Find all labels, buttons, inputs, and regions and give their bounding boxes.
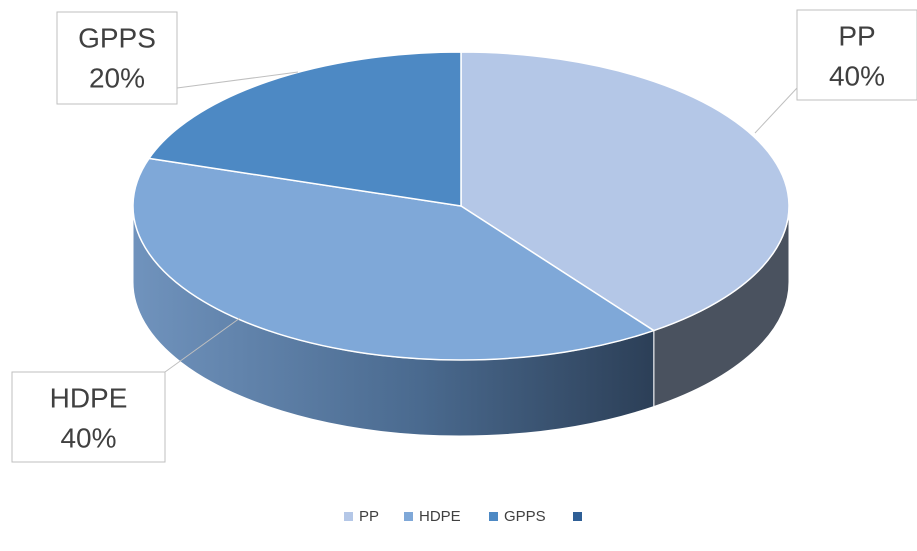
legend-swatch (489, 512, 498, 521)
label-value: 20% (89, 62, 145, 93)
legend-swatch (404, 512, 413, 521)
leader-line (164, 317, 241, 373)
leader-line (754, 87, 798, 134)
leader-line (176, 71, 299, 89)
legend-swatch (344, 512, 353, 521)
pie-tops (132, 51, 790, 361)
label-value: 40% (829, 60, 885, 91)
label-category: GPPS (78, 22, 156, 53)
label-box (11, 371, 166, 463)
legend-swatch (573, 512, 582, 521)
legend-label: HDPE (419, 508, 461, 525)
label-category: HDPE (50, 382, 128, 413)
pie-slice (147, 51, 462, 207)
label-value: 40% (60, 422, 116, 453)
label-category: PP (838, 20, 875, 51)
legend-label: GPPS (504, 508, 546, 525)
pie-slice (132, 157, 656, 361)
legend: PP HDPE GPPS (344, 508, 582, 525)
pie-slice (460, 51, 790, 332)
legend-label: PP (359, 508, 379, 525)
data-labels: PP 40% HDPE 40% GPPS 20% (11, 9, 917, 463)
label-box (56, 11, 178, 105)
label-box (796, 9, 917, 101)
